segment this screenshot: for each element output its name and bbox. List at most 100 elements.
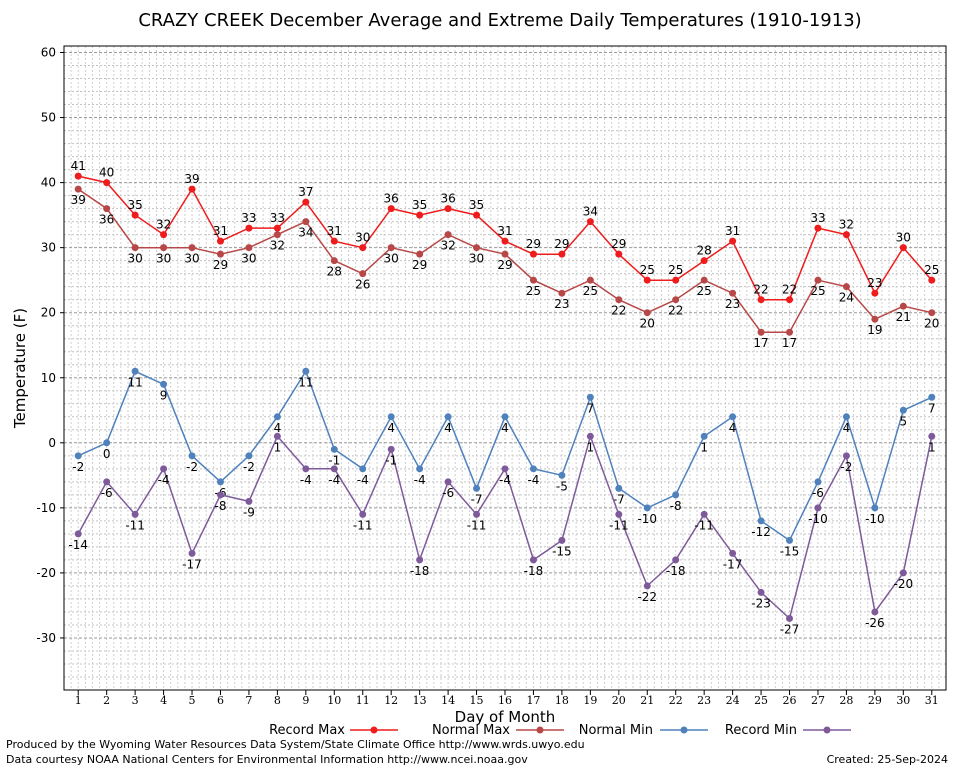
data-point-normal-max (74, 185, 82, 193)
data-point-record-max (615, 250, 623, 258)
data-label-normal-min: -2 (72, 460, 84, 474)
data-label-record-max: 35 (412, 198, 427, 212)
data-label-normal-max: 23 (725, 297, 740, 311)
data-label-record-min: -1 (385, 453, 397, 467)
data-label-record-min: -11 (694, 518, 714, 532)
data-label-record-max: 23 (867, 276, 882, 290)
data-point-normal-min (160, 380, 168, 388)
data-label-normal-min: 9 (160, 388, 168, 402)
footer-created-date: Created: 25-Sep-2024 (826, 753, 948, 766)
legend-label-record-min: Record Min (725, 723, 797, 738)
data-label-record-max: 33 (241, 211, 256, 225)
data-label-normal-max: 20 (640, 317, 655, 331)
x-tick-label: 6 (217, 694, 224, 707)
data-point-normal-max (444, 231, 452, 239)
data-point-normal-min (729, 413, 737, 421)
data-point-normal-min (842, 413, 850, 421)
data-point-record-max (416, 211, 424, 219)
data-label-normal-max: 21 (896, 310, 911, 324)
data-point-normal-min (330, 445, 338, 453)
data-label-record-max: 31 (327, 224, 342, 238)
data-label-normal-max: 19 (867, 323, 882, 337)
x-tick-label: 7 (245, 694, 252, 707)
data-point-record-min (359, 510, 367, 518)
data-label-normal-max: 30 (184, 252, 199, 266)
x-tick-label: 20 (612, 694, 626, 707)
data-point-normal-min (74, 452, 82, 460)
data-point-normal-max (871, 315, 879, 323)
data-label-record-min: -6 (442, 486, 454, 500)
x-tick-label: 30 (896, 694, 910, 707)
data-label-normal-max: 30 (241, 252, 256, 266)
data-point-record-max (216, 237, 224, 245)
legend-marker-record-max (370, 726, 378, 734)
data-label-record-min: -11 (353, 518, 373, 532)
data-label-normal-max: 22 (668, 304, 683, 318)
data-label-record-min: -9 (243, 505, 255, 519)
data-label-record-max: 22 (782, 283, 797, 297)
data-label-normal-max: 25 (583, 284, 598, 298)
y-tick-label: 30 (41, 241, 56, 255)
data-point-normal-min (103, 439, 111, 447)
x-tick-label: 22 (669, 694, 683, 707)
data-point-normal-min (643, 504, 651, 512)
data-point-record-min (529, 556, 537, 564)
data-label-record-max: 36 (384, 192, 399, 206)
data-label-record-min: -20 (894, 577, 914, 591)
y-axis-label: Temperature (F) (11, 308, 29, 429)
data-point-normal-max (330, 257, 338, 265)
data-point-record-min (558, 536, 566, 544)
data-label-normal-max: 29 (497, 258, 512, 272)
data-point-record-max (672, 276, 680, 284)
x-tick-label: 1 (75, 694, 82, 707)
data-point-record-max (928, 276, 936, 284)
x-tick-label: 17 (526, 694, 540, 707)
data-label-record-min: -18 (524, 564, 544, 578)
x-tick-label: 18 (555, 694, 569, 707)
y-tick-label: 20 (41, 306, 56, 320)
data-point-record-max (643, 276, 651, 284)
data-point-normal-min (387, 413, 395, 421)
data-point-normal-min (273, 413, 281, 421)
data-label-record-max: 36 (440, 192, 455, 206)
x-tick-label: 28 (839, 694, 853, 707)
data-point-record-min (757, 588, 765, 596)
data-label-normal-min: 1 (700, 440, 708, 454)
data-label-record-max: 34 (583, 205, 598, 219)
data-label-record-max: 25 (924, 263, 939, 277)
data-point-normal-min (558, 471, 566, 479)
data-point-normal-min (586, 393, 594, 401)
legend-label-normal-max: Normal Max (432, 723, 510, 738)
x-tick-label: 31 (925, 694, 939, 707)
data-point-record-min (786, 614, 794, 622)
legend-label-normal-min: Normal Min (579, 723, 653, 738)
data-point-normal-min (302, 367, 310, 375)
data-label-record-min: -11 (467, 518, 487, 532)
x-tick-label: 26 (783, 694, 797, 707)
x-tick-label: 14 (441, 694, 455, 707)
data-point-record-min (700, 510, 708, 518)
x-tick-label: 24 (726, 694, 740, 707)
data-label-normal-max: 39 (71, 193, 86, 207)
data-point-record-max (529, 250, 537, 258)
data-point-record-max (558, 250, 566, 258)
data-point-normal-max (786, 328, 794, 336)
y-tick-label: -30 (36, 631, 56, 645)
data-point-normal-min (672, 491, 680, 499)
data-point-record-max (330, 237, 338, 245)
data-point-normal-max (188, 244, 196, 252)
x-tick-label: 27 (811, 694, 825, 707)
y-tick-label: 60 (41, 46, 56, 60)
data-label-record-min: -11 (609, 518, 629, 532)
data-label-record-min: -14 (68, 538, 88, 552)
x-tick-label: 29 (868, 694, 882, 707)
data-point-record-min (615, 510, 623, 518)
chart-title: CRAZY CREEK December Average and Extreme… (138, 10, 861, 31)
data-point-record-max (473, 211, 481, 219)
data-label-normal-min: -6 (812, 486, 824, 500)
x-tick-label: 23 (697, 694, 711, 707)
data-point-record-min (416, 556, 424, 564)
y-tick-label: 0 (48, 436, 56, 450)
data-point-record-max (899, 244, 907, 252)
data-label-normal-min: -1 (328, 453, 340, 467)
